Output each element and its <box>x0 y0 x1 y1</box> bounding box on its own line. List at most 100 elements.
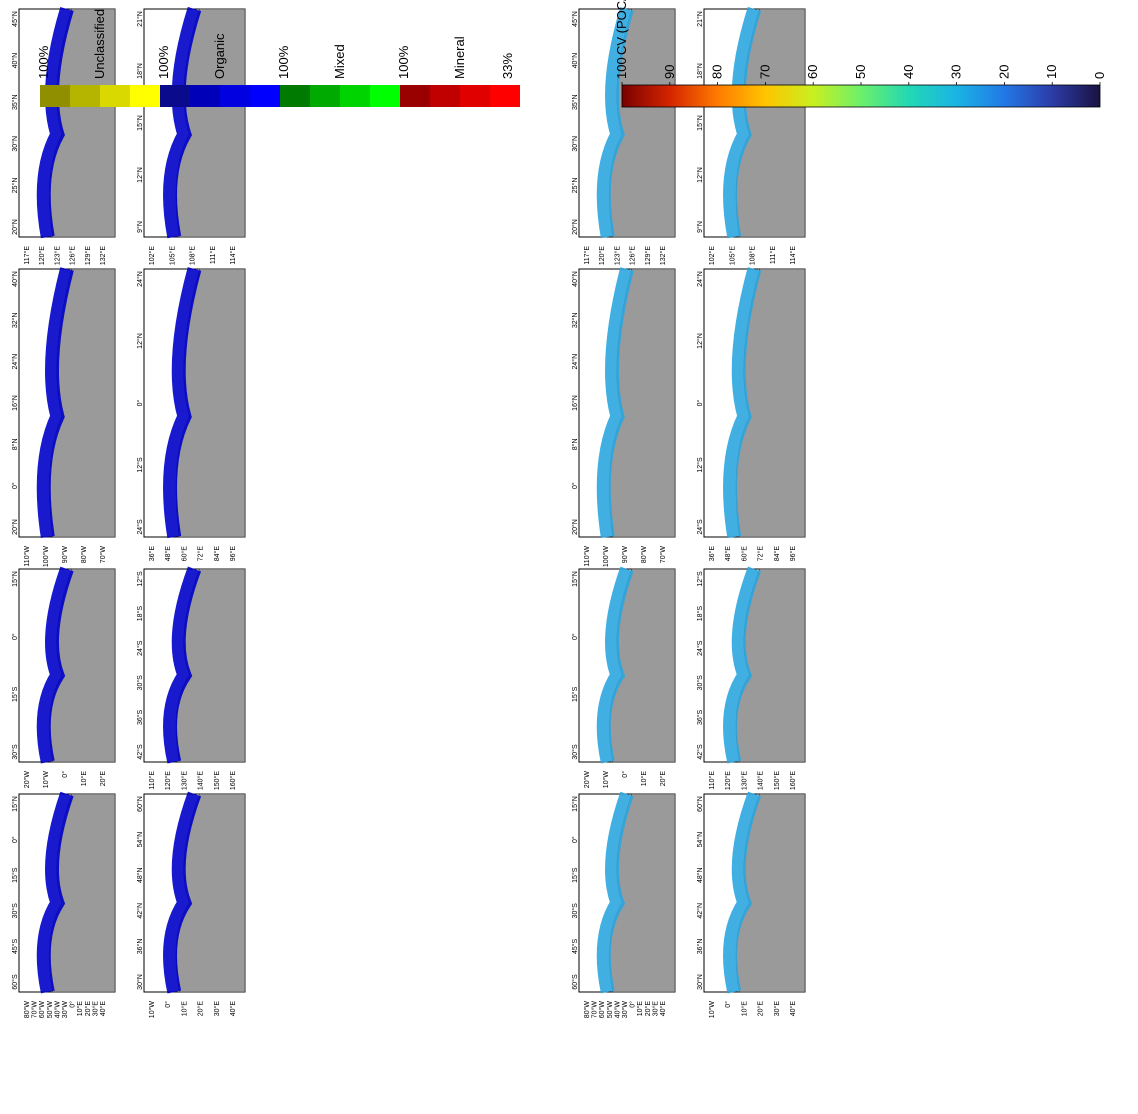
cv-tick-label: 30 <box>949 65 964 79</box>
legend-swatch <box>130 85 160 107</box>
lon-tick-label: 114°E <box>789 246 797 265</box>
lat-tick-label: 12°S <box>136 571 144 587</box>
lon-tick-label: 20°E <box>644 1001 652 1017</box>
map-south-china-sea-bottom: 21°N 18°N 15°N 12°N 9°N 102°E 105°E 108°E 111°E 1… <box>696 6 806 265</box>
lon-tick-label: 110°E <box>148 771 156 790</box>
lon-tick-label: 20°E <box>99 771 107 787</box>
lon-tick-label: 0° <box>621 771 629 778</box>
lat-tick-label: 21°N <box>696 11 704 27</box>
lat-tick-label: 60°S <box>571 974 579 990</box>
lat-tick-label: 45°S <box>571 938 579 954</box>
lat-tick-label: 60°S <box>11 974 19 990</box>
lat-tick-label: 48°N <box>696 867 704 883</box>
lon-tick-label: 80°W <box>80 546 88 564</box>
lat-tick-label: 0° <box>571 836 579 843</box>
lon-tick-label: 20°E <box>84 1001 92 1017</box>
lon-tick-label: 0° <box>724 1001 732 1008</box>
legend-class-name: Organic <box>212 33 227 79</box>
lon-tick-label: 160°E <box>789 771 797 790</box>
coastal-band <box>596 566 634 764</box>
lon-tick-label: 40°E <box>229 1001 237 1017</box>
legend-percent-top: 100% <box>36 45 51 79</box>
lon-tick-label: 36°E <box>708 546 716 562</box>
lat-tick-label: 36°S <box>696 709 704 725</box>
lat-tick-label: 30°N <box>571 136 579 152</box>
lon-tick-label: 36°E <box>148 546 156 562</box>
lon-tick-label: 30°E <box>773 1001 781 1017</box>
lon-tick-label: 72°E <box>757 546 765 562</box>
lon-tick-label: 20°W <box>583 771 591 789</box>
lon-tick-label: 70°W <box>591 1001 599 1019</box>
lat-tick-label: 12°N <box>696 167 704 183</box>
lat-tick-label: 12°S <box>136 457 144 473</box>
legend-swatch <box>340 85 370 107</box>
lon-tick-label: 110°E <box>708 771 716 790</box>
legend-swatch <box>370 85 400 107</box>
lat-tick-label: 8°N <box>571 438 579 450</box>
lon-tick-label: 129°E <box>84 246 92 265</box>
lat-tick-label: 9°N <box>136 221 144 233</box>
lon-tick-label: 48°E <box>164 546 172 562</box>
lat-tick-label: 20°N <box>571 219 579 235</box>
cv-tick-label: 90 <box>662 65 677 79</box>
lon-tick-label: 90°W <box>61 546 69 564</box>
cv-tick-label: 20 <box>996 65 1011 79</box>
lat-tick-label: 0° <box>571 482 579 489</box>
cv-tick-label: 60 <box>805 65 820 79</box>
legend-swatch <box>460 85 490 107</box>
lat-tick-label: 0° <box>11 633 19 640</box>
legend-swatch <box>190 85 220 107</box>
lat-tick-label: 42°N <box>696 903 704 919</box>
lon-tick-label: 20°W <box>23 771 31 789</box>
lon-tick-label: 80°W <box>583 1001 591 1019</box>
coastal-band <box>723 267 762 539</box>
legend-swatch <box>70 85 100 107</box>
lat-tick-label: 24°S <box>696 519 704 535</box>
lon-tick-label: 0° <box>629 1001 637 1008</box>
lon-tick-label: 20°E <box>659 771 667 787</box>
lon-tick-label: 50°W <box>606 1001 614 1019</box>
lon-tick-label: 80°W <box>640 546 648 564</box>
lon-tick-label: 102°E <box>708 246 716 265</box>
lat-tick-label: 12°N <box>696 333 704 349</box>
lon-tick-label: 129°E <box>644 246 652 265</box>
lon-tick-label: 90°W <box>621 546 629 564</box>
lon-tick-label: 72°E <box>197 546 205 562</box>
lon-tick-label: 140°E <box>197 771 205 790</box>
lat-tick-label: 15°S <box>571 686 579 702</box>
lat-tick-label: 60°N <box>696 796 704 812</box>
lon-tick-label: 130°E <box>740 771 748 790</box>
cv-tick-label: 10 <box>1044 65 1059 79</box>
lon-tick-label: 30°E <box>213 1001 221 1017</box>
lat-tick-label: 36°N <box>696 939 704 955</box>
map-south-atlantic-bottom: 15°N0°15°S30°S45°S60°S80°W 70°W 60°W 50°W 40… <box>571 791 676 1019</box>
lon-tick-label: 48°E <box>724 546 732 562</box>
lat-tick-label: 15°S <box>11 686 19 702</box>
lat-tick-label: 54°N <box>136 832 144 848</box>
legend-swatch <box>220 85 250 107</box>
lat-tick-label: 36°S <box>136 709 144 725</box>
lat-tick-label: 48°N <box>136 867 144 883</box>
lon-tick-label: 132°E <box>99 246 107 265</box>
lat-tick-label: 15°N <box>11 571 19 587</box>
lat-tick-label: 40°N <box>11 53 19 69</box>
lon-tick-label: 20°E <box>197 1001 205 1017</box>
coastal-band <box>36 6 74 239</box>
coastal-band <box>36 566 74 764</box>
legend-swatch <box>100 85 130 107</box>
maps-bottom-half: 45°N 40°N 35°N 30°N 25°N 20°N 117°E 120°E 123°E 1… <box>571 6 806 1019</box>
lon-tick-label: 96°E <box>229 546 237 562</box>
coastal-band <box>163 566 202 764</box>
lat-tick-label: 20°N <box>11 519 19 535</box>
lon-tick-label: 132°E <box>659 246 667 265</box>
lon-tick-label: 30°W <box>621 1001 629 1019</box>
lon-tick-label: 120°E <box>38 246 46 265</box>
lat-tick-label: 42°S <box>696 744 704 760</box>
lon-tick-label: 0° <box>61 771 69 778</box>
lat-tick-label: 24°S <box>696 640 704 656</box>
maps-top-half: 45°N 40°N 35°N 30°N 25°N 20°N 117°E 120°E 123°E 1… <box>11 6 246 1018</box>
lat-tick-label: 30°N <box>136 974 144 990</box>
lon-tick-label: 10°E <box>76 1001 84 1017</box>
lon-tick-label: 96°E <box>789 546 797 562</box>
coastal-band <box>596 267 634 539</box>
